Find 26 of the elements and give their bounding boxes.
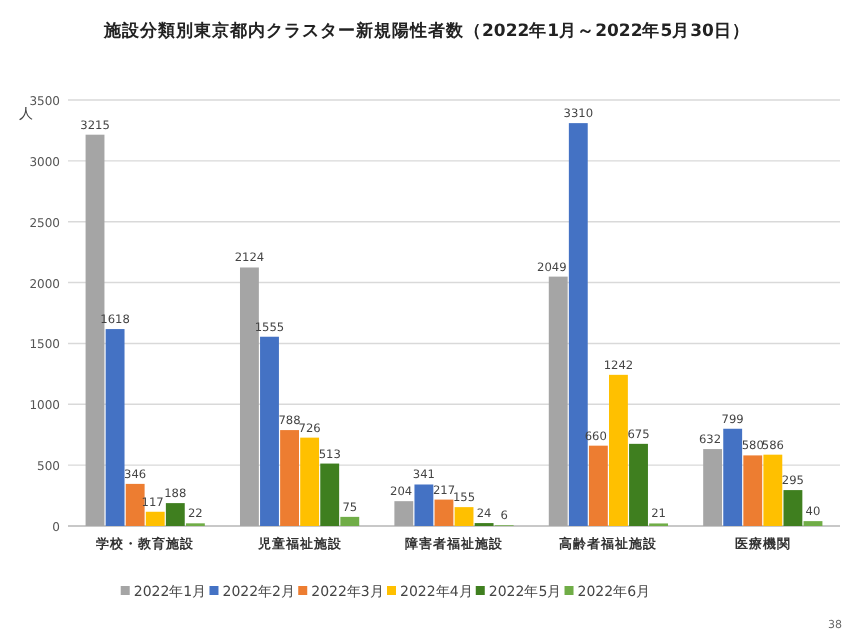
bar <box>743 455 763 526</box>
bar <box>165 503 185 526</box>
bar <box>414 484 434 526</box>
bar <box>85 134 105 526</box>
bar <box>763 454 783 526</box>
bar <box>629 443 648 526</box>
bar <box>320 463 340 526</box>
bar <box>239 267 259 526</box>
bar <box>434 499 454 526</box>
bar <box>723 428 743 526</box>
bar <box>394 501 414 526</box>
chart-title: 施設分類別東京都内クラスター新規陽性者数（2022年1月～2022年5月30日） <box>102 20 750 42</box>
bar <box>280 430 299 526</box>
bar <box>548 276 568 526</box>
bar <box>588 445 608 526</box>
bar <box>260 336 279 526</box>
bar <box>568 123 588 526</box>
bar <box>125 483 145 526</box>
bar <box>703 449 723 526</box>
bar <box>300 437 320 526</box>
bar <box>783 490 803 526</box>
bar <box>609 374 628 526</box>
bar <box>340 516 360 526</box>
bar <box>145 511 165 526</box>
bar <box>454 507 474 526</box>
bar <box>105 329 125 526</box>
